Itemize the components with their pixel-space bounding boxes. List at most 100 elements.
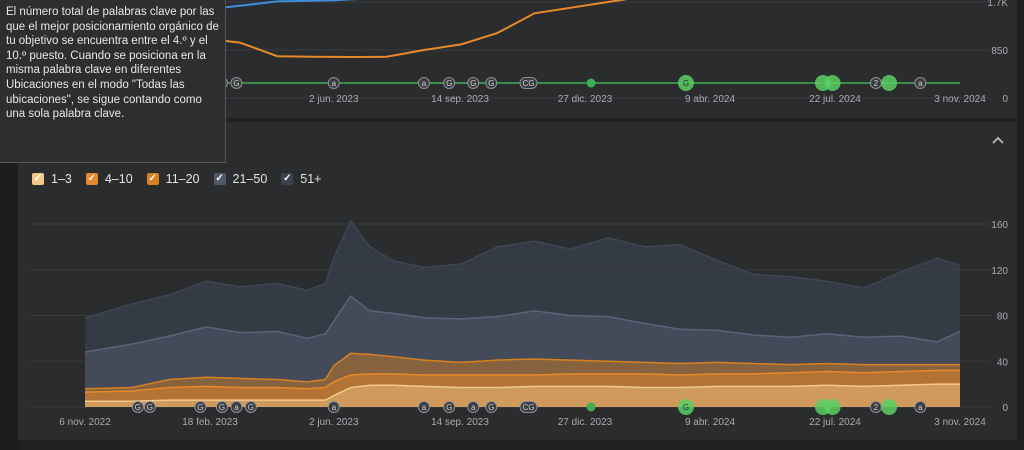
check-icon[interactable]: ✓	[85, 173, 98, 185]
bottom-y-tick-label: 80	[997, 312, 1009, 323]
legend-label: 11–20	[165, 172, 200, 186]
top-y-tick-label: 0	[1002, 94, 1008, 105]
area-line-4	[84, 219, 961, 319]
bottom-event-label: G	[248, 403, 254, 412]
bottom-event-marker	[194, 401, 207, 413]
top-event-marker	[519, 77, 538, 89]
top-event-marker	[230, 77, 243, 89]
check-icon[interactable]: ✓	[146, 173, 159, 185]
top-event-bubble	[824, 75, 841, 91]
keyword-tooltip: El número total de palabras clave por la…	[0, 0, 226, 163]
bottom-x-tick-label: 27 dic. 2023	[558, 417, 613, 428]
bottom-event-marker	[519, 401, 538, 413]
bottom-event-label: G	[683, 403, 689, 412]
bottom-event-label: 2	[874, 403, 879, 412]
top-event-label: G	[488, 79, 494, 88]
bottom-x-tick-label: 14 sep. 2023	[431, 417, 489, 428]
check-icon[interactable]: ✓	[32, 173, 44, 185]
bottom-event-label: a	[471, 403, 476, 412]
bottom-event-label: a	[918, 403, 923, 412]
bottom-event-label: G	[219, 403, 225, 412]
bottom-event-marker	[327, 401, 340, 413]
top-event-label: G	[233, 79, 239, 88]
bottom-event-marker	[244, 401, 257, 413]
bottom-event-bubble	[677, 399, 694, 415]
top-event-label: a	[918, 79, 923, 88]
top-x-tick-label: 3 nov. 2024	[934, 94, 986, 105]
legend-item[interactable]: ✓ 1–3	[32, 172, 72, 186]
legend-label: 4–10	[104, 172, 133, 186]
area-line-2	[84, 352, 960, 390]
top-event-label: a	[422, 79, 427, 88]
bottom-event-label: G	[446, 403, 452, 412]
bottom-event-label: a	[422, 403, 427, 412]
bottom-event-bubble	[824, 399, 841, 415]
area-line-3	[84, 294, 961, 353]
top-x-tick-label: 2 jun. 2023	[309, 94, 359, 105]
legend-item[interactable]: ✓ 51+	[281, 172, 322, 186]
bottom-x-tick-label: 18 feb. 2023	[182, 417, 238, 428]
top-event-bubble	[677, 75, 694, 91]
legend-item[interactable]: ✓ 4–10	[85, 172, 133, 186]
area-band-0	[85, 384, 960, 407]
chevron-up-icon[interactable]	[990, 132, 1006, 148]
bottom-event-marker	[467, 401, 480, 413]
bottom-x-tick-label: 22 jul. 2024	[809, 417, 861, 428]
legend-label: 21–50	[232, 172, 268, 186]
top-x-tick-label: 14 sep. 2023	[431, 94, 489, 105]
legend-label: 1–3	[51, 172, 72, 186]
top-event-label: G	[683, 79, 689, 88]
bottom-event-label: a	[234, 403, 239, 412]
top-event-label: CG	[523, 79, 535, 88]
bottom-event-label: G	[488, 403, 494, 412]
top-y-tick-label: 850	[991, 46, 1008, 57]
bottom-event-marker	[485, 401, 498, 413]
legend-item[interactable]: ✓ 11–20	[146, 172, 200, 186]
bottom-x-tick-label: 6 nov. 2022	[59, 417, 111, 428]
bottom-x-tick-label: 2 jun. 2023	[309, 417, 359, 428]
top-x-tick-label: 9 abr. 2024	[685, 94, 735, 105]
bottom-event-label: G	[135, 403, 141, 412]
bottom-y-tick-label: 120	[991, 266, 1008, 277]
top-event-bubble	[881, 75, 898, 91]
top-event-marker	[417, 77, 430, 89]
bottom-event-label: a	[332, 403, 337, 412]
position-legend: ✓ 1–3 ✓ 4–10 ✓ 11–20 ✓ 21–50 ✓ 51+	[32, 172, 336, 186]
check-icon[interactable]: ✓	[281, 173, 294, 185]
area-line-1	[84, 369, 960, 393]
area-band-1	[85, 370, 960, 407]
top-x-tick-label: 27 dic. 2023	[558, 94, 613, 105]
bottom-event-marker	[230, 401, 243, 413]
bottom-x-tick-label: 3 nov. 2024	[934, 417, 986, 428]
check-icon[interactable]: ✓	[213, 173, 226, 185]
bottom-event-label: CG	[523, 403, 535, 412]
bottom-event-bubble	[881, 399, 898, 415]
top-event-marker	[443, 77, 456, 89]
bottom-event-marker	[417, 401, 430, 413]
top-event-marker	[914, 77, 927, 89]
bottom-event-marker	[131, 401, 144, 413]
legend-item[interactable]: ✓ 21–50	[213, 172, 268, 186]
bottom-event-marker	[914, 401, 927, 413]
top-event-label: G	[446, 79, 452, 88]
bottom-y-tick-label: 160	[991, 220, 1008, 231]
bottom-event-marker	[143, 401, 156, 413]
tooltip-text: El número total de palabras clave por la…	[6, 6, 219, 121]
bottom-event-dot	[586, 402, 596, 412]
top-event-marker	[467, 77, 480, 89]
area-line-0	[85, 383, 960, 403]
legend-label: 51+	[300, 172, 322, 186]
top-event-label: a	[332, 79, 337, 88]
bottom-event-marker	[216, 401, 229, 413]
bottom-event-label: G	[197, 403, 203, 412]
bottom-y-tick-label: 40	[997, 357, 1009, 368]
top-event-dot	[586, 78, 596, 88]
top-event-marker	[485, 77, 498, 89]
bottom-event-marker	[443, 401, 456, 413]
top-event-label: 2	[874, 79, 879, 88]
top-x-tick-label: 22 jul. 2024	[809, 94, 861, 105]
area-band-3	[85, 296, 960, 407]
top-event-marker	[327, 77, 340, 89]
bottom-event-label: G	[147, 403, 153, 412]
top-event-label: G	[470, 79, 476, 88]
